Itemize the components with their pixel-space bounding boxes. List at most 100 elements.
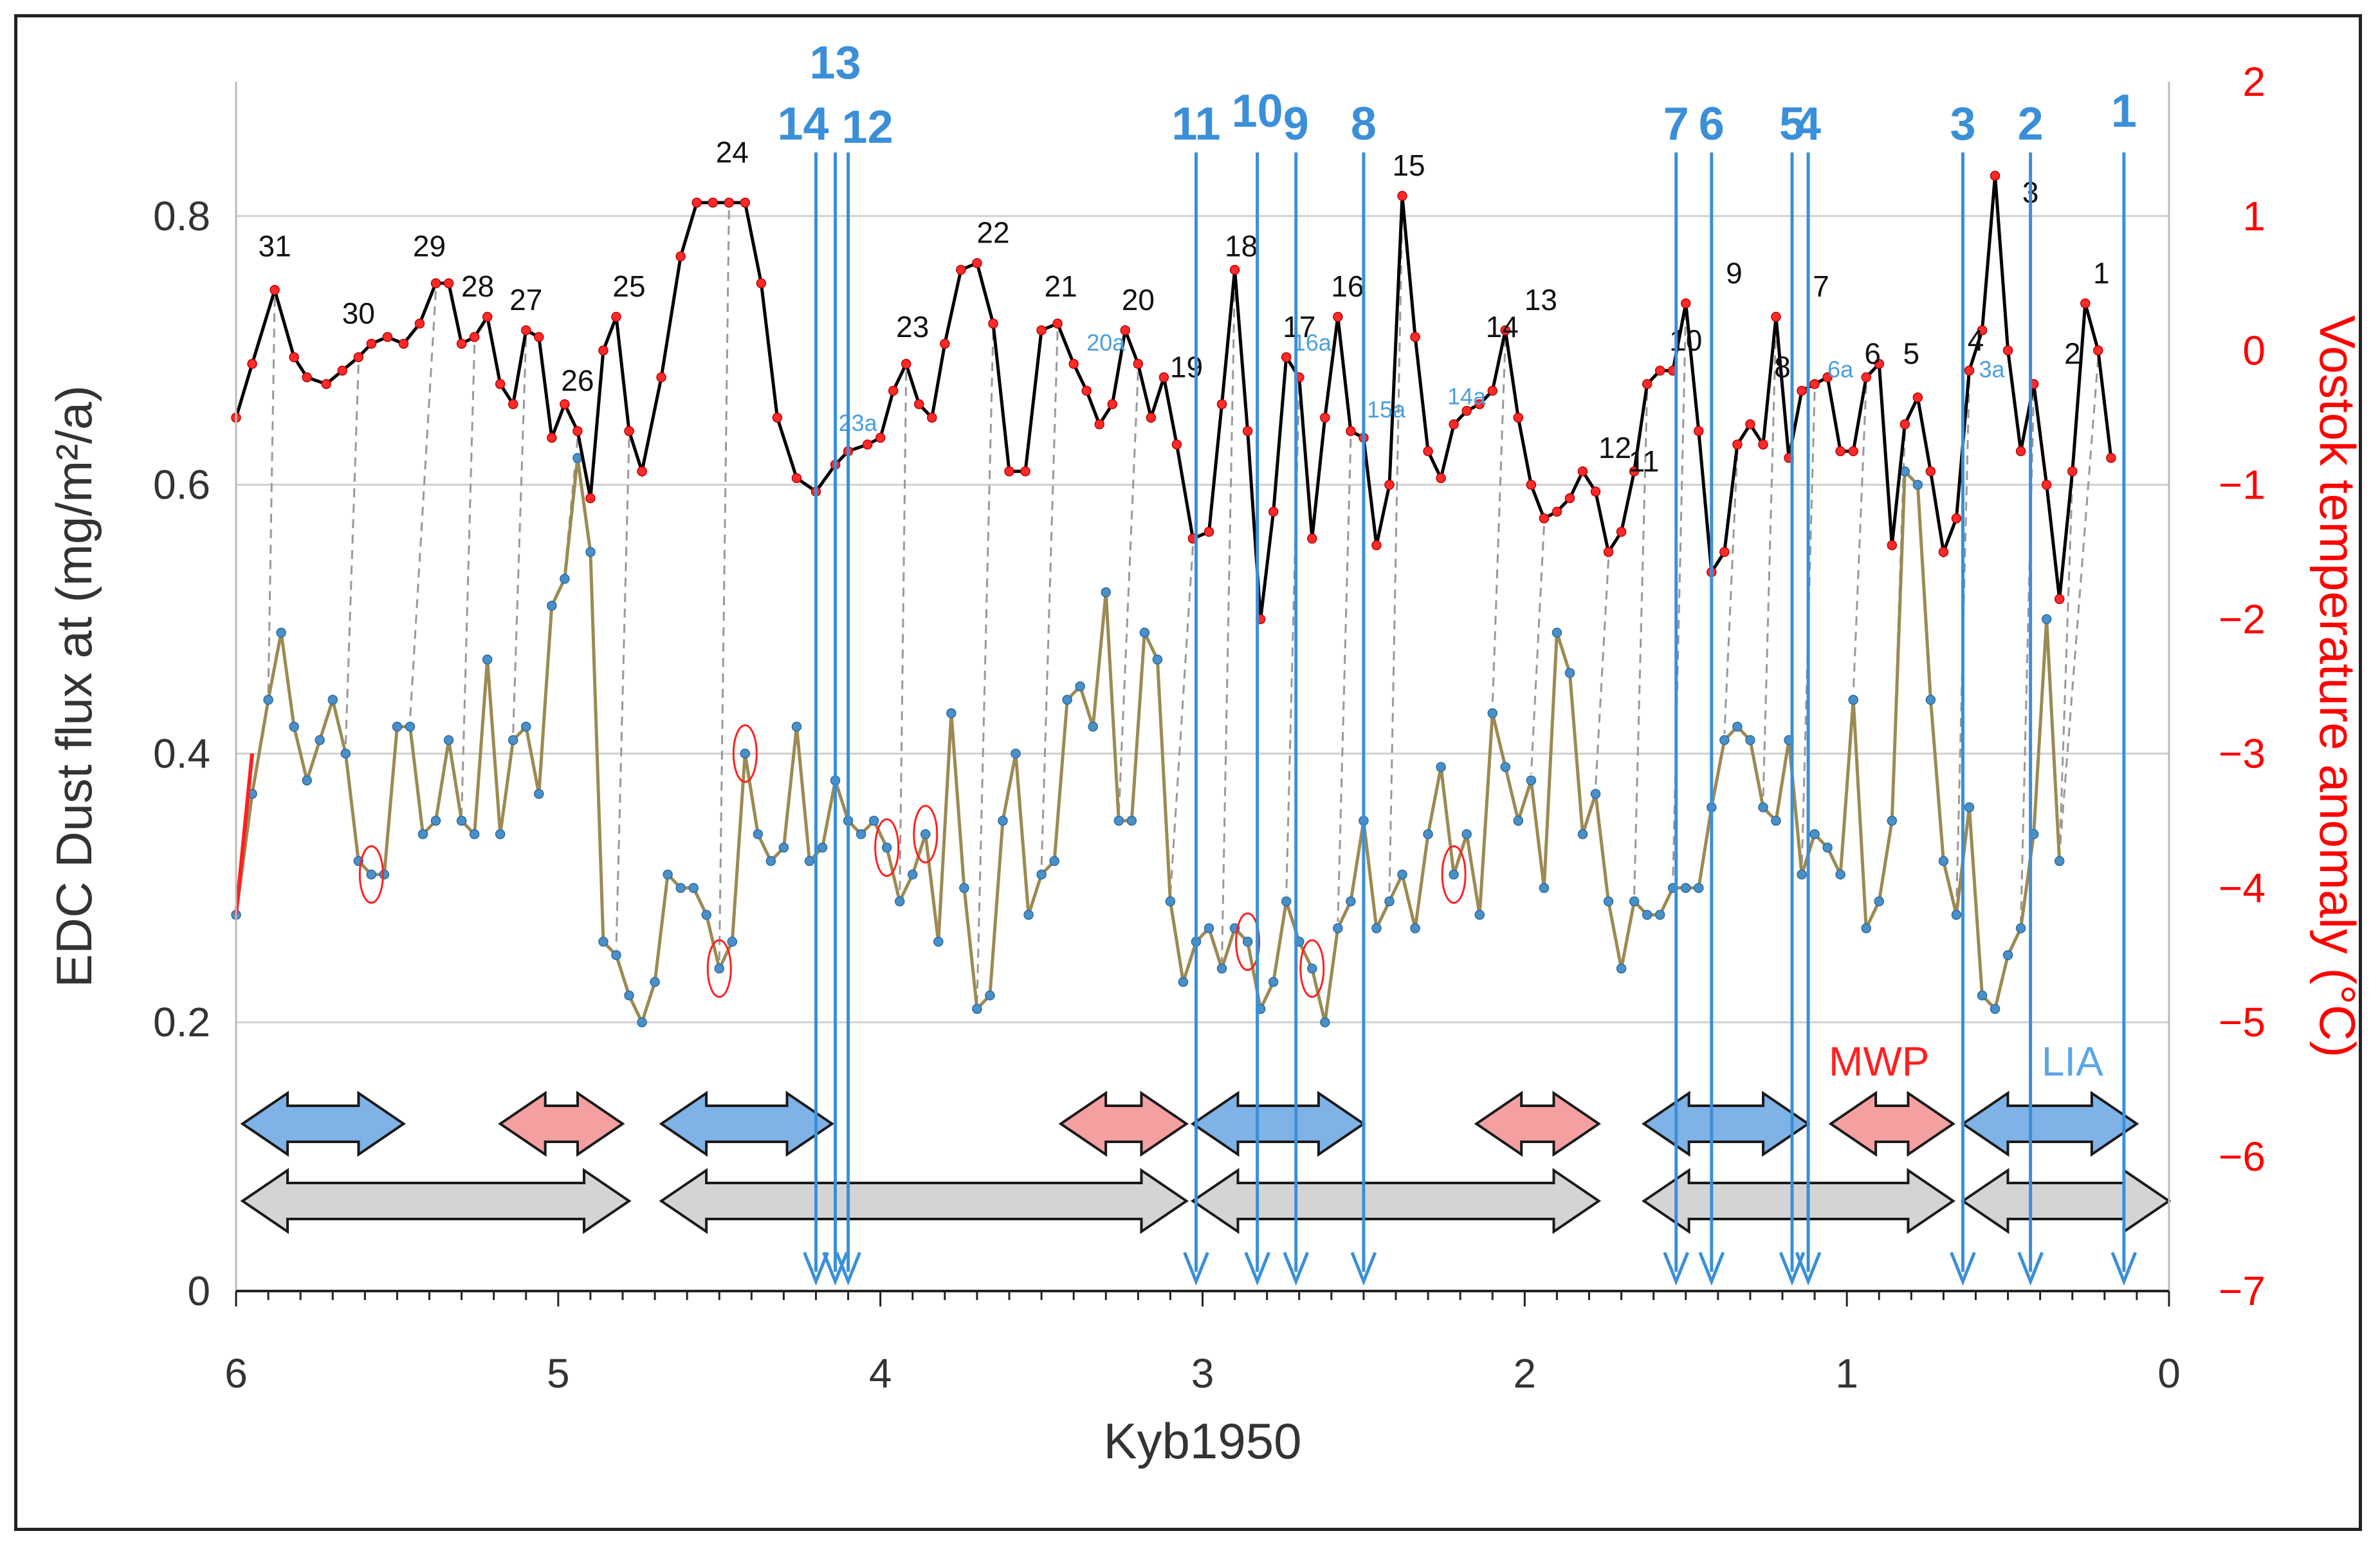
peak-label-blue: 20a (1086, 329, 1126, 356)
dust-point (1745, 735, 1755, 746)
dust-point (1835, 869, 1845, 880)
highlight-circle (1299, 939, 1325, 998)
temperature-point (1146, 412, 1157, 423)
dust-point (1178, 976, 1189, 987)
dust-point (392, 721, 403, 732)
y-left-tick-label: 0.2 (153, 999, 210, 1045)
period-arrow-grey (1642, 1168, 1955, 1234)
temperature-point (611, 311, 621, 322)
event-arrow-label: 1 (2111, 86, 2137, 137)
temperature-point (366, 338, 377, 349)
event-arrow-label: 3 (1950, 98, 1975, 150)
temperature-point (2054, 594, 2065, 604)
dust-point (1513, 816, 1524, 826)
temperature-point (1681, 298, 1691, 309)
peak-label: 18 (1225, 230, 1258, 263)
event-arrow-head (1350, 1252, 1377, 1286)
temperature-point (708, 197, 718, 208)
dust-point (1487, 708, 1497, 719)
temperature-point (302, 372, 312, 383)
temperature-point (2080, 298, 2091, 309)
x-axis-title: Kyb1950 (1104, 1413, 1302, 1469)
dust-series (231, 453, 2065, 1027)
dust-point (1397, 869, 1407, 880)
correlation-link (512, 338, 527, 734)
event-arrow-head (1244, 1252, 1270, 1286)
temperature-point (521, 325, 531, 336)
dust-point (1977, 990, 1988, 1001)
period-arrow-red (1828, 1090, 1955, 1157)
temperature-point (875, 432, 886, 443)
temperature-point (1732, 439, 1743, 450)
dust-point (1681, 883, 1691, 894)
temperature-point (1513, 412, 1524, 423)
peak-label: 21 (1045, 270, 1077, 303)
highlight-circle (1441, 845, 1467, 904)
period-arrow-blue (1190, 1090, 1366, 1157)
peak-label: 16 (1331, 270, 1364, 303)
dust-point (1564, 668, 1575, 678)
temperature-point (534, 332, 544, 342)
dust-point (1384, 896, 1395, 906)
event-arrow-label: 7 (1663, 98, 1689, 150)
temperature-point (1204, 527, 1214, 537)
dust-point (933, 937, 944, 947)
dust-point (778, 842, 789, 853)
temperature-point (637, 466, 647, 477)
red-segment-series (234, 753, 254, 915)
temperature-point (888, 385, 899, 396)
peak-label: 7 (1813, 270, 1829, 303)
period-arrow-red (498, 1090, 625, 1157)
correlation-link (1762, 324, 1777, 802)
temperature-point (1094, 419, 1104, 430)
dust-point (1539, 883, 1550, 894)
dust-point (663, 869, 673, 880)
peak-label-blue: 6a (1827, 356, 1854, 383)
event-arrow-label: 2 (2018, 98, 2044, 150)
peak-label: 19 (1170, 351, 1203, 384)
dust-point (1990, 1004, 2000, 1014)
temperature-point (1552, 506, 1562, 517)
temperature-point (1268, 506, 1279, 517)
peak-label-blue: 3a (1979, 356, 2006, 383)
event-arrow-label: 12 (842, 102, 893, 153)
dust-point (263, 695, 273, 705)
temperature-point (2093, 345, 2103, 356)
peak-label: 31 (259, 230, 291, 263)
dust-point (482, 654, 493, 665)
peak-label: 29 (413, 230, 446, 263)
dust-point (469, 829, 480, 839)
x-tick-label: 2 (1514, 1350, 1537, 1397)
dust-point (430, 816, 441, 826)
peak-label: 30 (342, 297, 375, 330)
temperature-point (1500, 325, 1511, 336)
dust-point (366, 869, 377, 880)
dust-point (1526, 775, 1537, 785)
period-label: MWP (1829, 1038, 1929, 1085)
temperature-point (1719, 547, 1730, 557)
dust-point (1474, 910, 1485, 920)
correlation-link (1723, 452, 1739, 734)
highlight-circle (874, 818, 900, 877)
dust-point (1500, 762, 1511, 773)
event-arrow-head (1795, 1252, 1822, 1286)
dust-point (908, 869, 918, 880)
temperature-point (1616, 527, 1627, 537)
period-arrow-grey (1190, 1168, 1602, 1234)
dust-point (1152, 654, 1163, 665)
temperature-point (1938, 547, 1949, 557)
temperature-point (1229, 264, 1240, 275)
event-arrow-label: 4 (1795, 98, 1821, 150)
dust-point (1912, 479, 1923, 490)
dust-point (534, 789, 544, 799)
dust-point (276, 627, 286, 638)
y-left-tick-label: 0.6 (153, 462, 210, 508)
highlight-circle (913, 805, 938, 864)
temperature-point (1423, 446, 1433, 457)
temperature-point (1487, 385, 1497, 396)
temperature-point (1977, 325, 1988, 336)
chart-frame: MWP LIA 31 30 29 28 27 26 25 24 23 22 21 20 19 18 17 16 1… (14, 14, 2365, 1531)
temperature-point (2002, 345, 2013, 356)
